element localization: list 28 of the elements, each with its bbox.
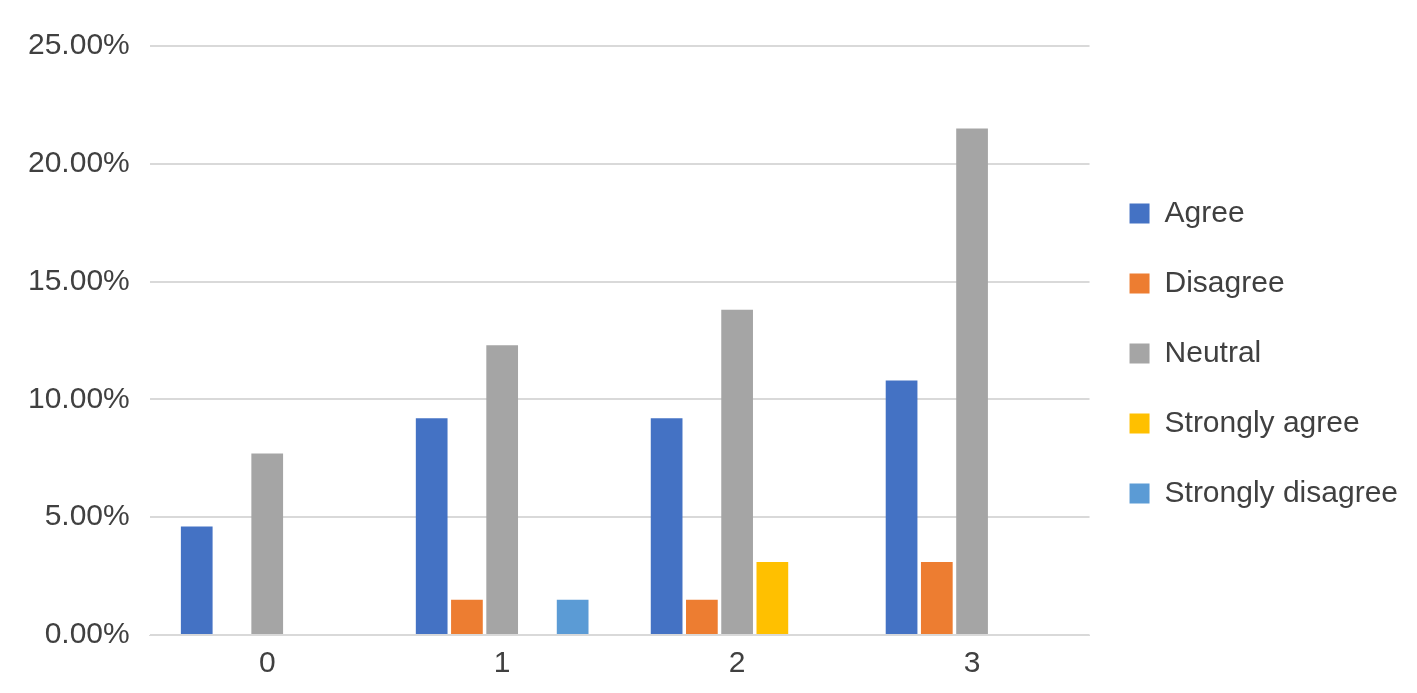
bar	[486, 345, 519, 634]
y-tick-label: 0.00%	[44, 616, 130, 650]
bar	[451, 599, 483, 634]
x-tick-label: 0	[258, 645, 276, 679]
y-tick-label: 5.00%	[44, 498, 130, 532]
y-tick-label: 10.00%	[28, 380, 130, 414]
x-tick-label: 1	[493, 645, 511, 679]
y-tick-label: 25.00%	[28, 27, 130, 61]
legend-label: Strongly disagree	[1164, 474, 1398, 508]
bar	[721, 309, 753, 634]
x-tick-label: 2	[728, 645, 746, 679]
bar	[180, 526, 213, 634]
y-tick-label: 15.00%	[28, 262, 130, 296]
bar	[650, 418, 683, 634]
bar	[756, 561, 789, 634]
x-tick-label: 3	[963, 645, 981, 679]
bar	[251, 453, 284, 634]
bar	[556, 599, 589, 634]
legend-label: Agree	[1164, 194, 1245, 228]
legend-label: Disagree	[1164, 264, 1285, 298]
bar	[885, 380, 918, 634]
bar	[686, 599, 718, 634]
y-tick-label: 20.00%	[28, 145, 130, 179]
bar	[956, 128, 988, 634]
bar	[920, 561, 953, 634]
legend-label: Strongly agree	[1164, 404, 1360, 438]
bar	[415, 418, 448, 634]
legend-label: Neutral	[1164, 334, 1262, 368]
